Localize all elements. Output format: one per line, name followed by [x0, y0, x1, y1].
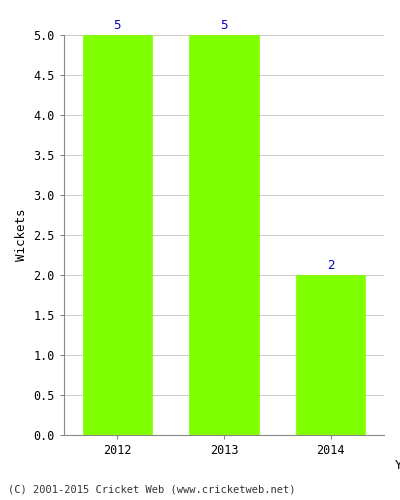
X-axis label: Year: Year [395, 459, 400, 472]
Text: 5: 5 [220, 19, 228, 32]
Bar [296, 275, 365, 435]
Bar [189, 35, 259, 435]
Y-axis label: Wickets: Wickets [15, 209, 28, 261]
Text: 2: 2 [327, 259, 334, 272]
Text: 5: 5 [114, 19, 121, 32]
Bar [83, 35, 152, 435]
Text: (C) 2001-2015 Cricket Web (www.cricketweb.net): (C) 2001-2015 Cricket Web (www.cricketwe… [8, 485, 296, 495]
